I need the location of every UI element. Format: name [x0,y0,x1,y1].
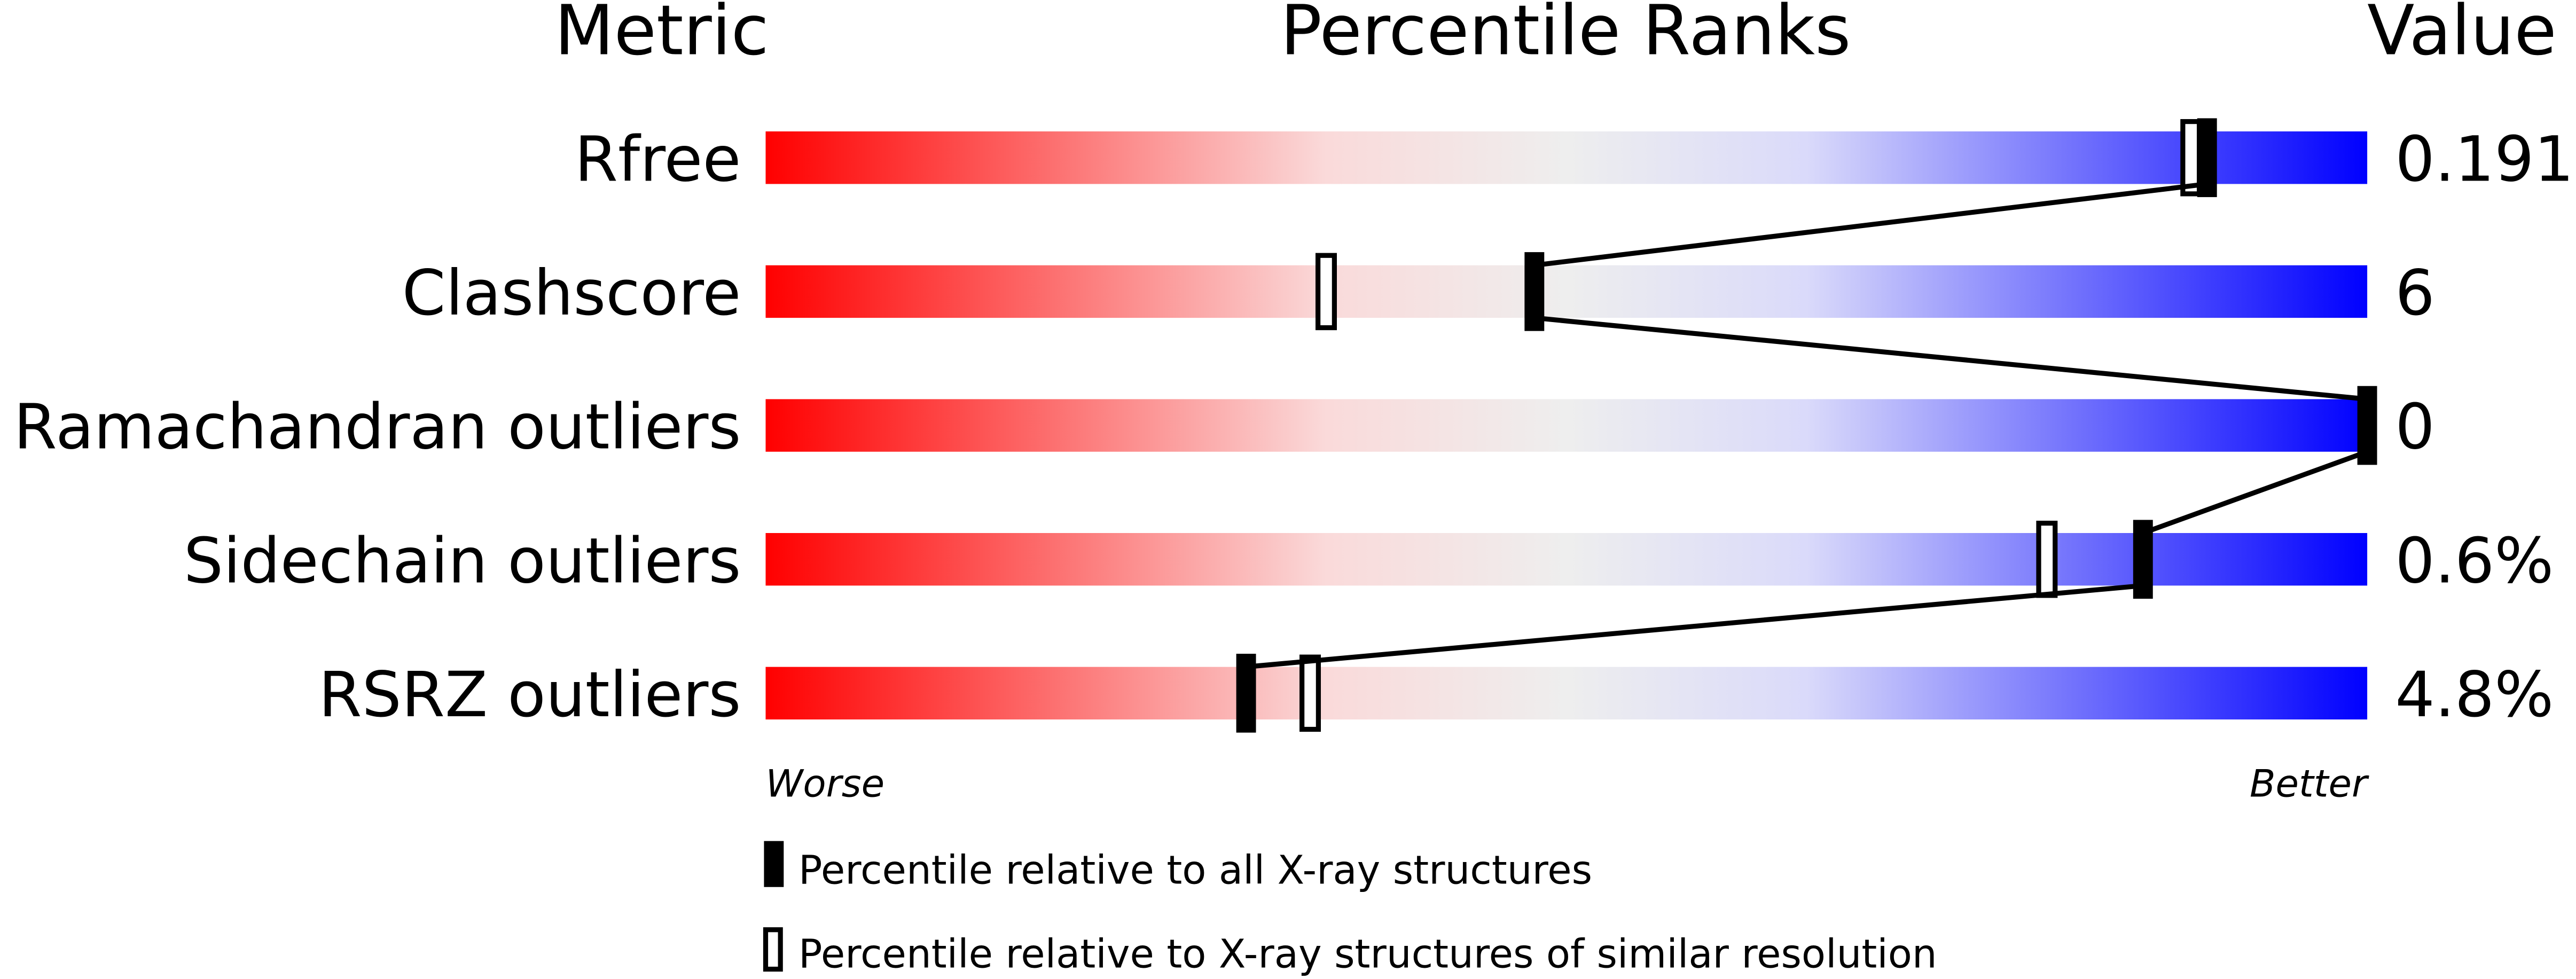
header-metric: Metric [554,0,769,71]
legend-filled-marker-icon [764,841,784,887]
metric-label: Ramachandran outliers [13,391,741,464]
legend-all-label: Percentile relative to all X-ray structu… [798,848,1592,894]
metric-label: Clashscore [402,257,741,330]
marker-similar-resolution [2036,520,2058,598]
percentile-bar [765,667,2368,720]
metric-row: Ramachandran outliers 0 [13,386,2435,465]
header-percentile-ranks: Percentile Ranks [1280,0,1851,71]
metric-value: 0 [2395,391,2434,464]
metric-value: 4.8% [2395,659,2554,731]
percentile-bar [765,399,2368,452]
header-value: Value [2367,0,2557,71]
metric-row: RSRZ outliers 4.8% [318,654,2554,733]
metric-value: 0.6% [2395,524,2554,597]
metric-label: RSRZ outliers [318,659,741,731]
legend-open-marker-icon [763,927,783,972]
percentile-bar [765,265,2368,318]
marker-similar-resolution [1299,654,1321,732]
metric-row: Sidechain outliers 0.6% [184,520,2554,599]
metric-row: Clashscore 6 [402,252,2435,331]
metric-label: Sidechain outliers [184,524,741,597]
metric-value: 0.191 [2395,123,2574,195]
marker-similar-resolution [2180,119,2202,197]
axis-label-better: Better [2250,762,2369,806]
metric-label: Rfree [575,123,741,195]
connector-line [1246,181,2370,670]
metric-value: 6 [2395,257,2434,330]
legend-similar-label: Percentile relative to X-ray structures … [798,931,1937,977]
percentile-bar [765,131,2368,184]
marker-similar-resolution [1316,253,1337,331]
percentile-bar [765,533,2368,586]
axis-label-worse: Worse [765,762,884,806]
metric-row: Rfree 0.191 [575,118,2574,198]
